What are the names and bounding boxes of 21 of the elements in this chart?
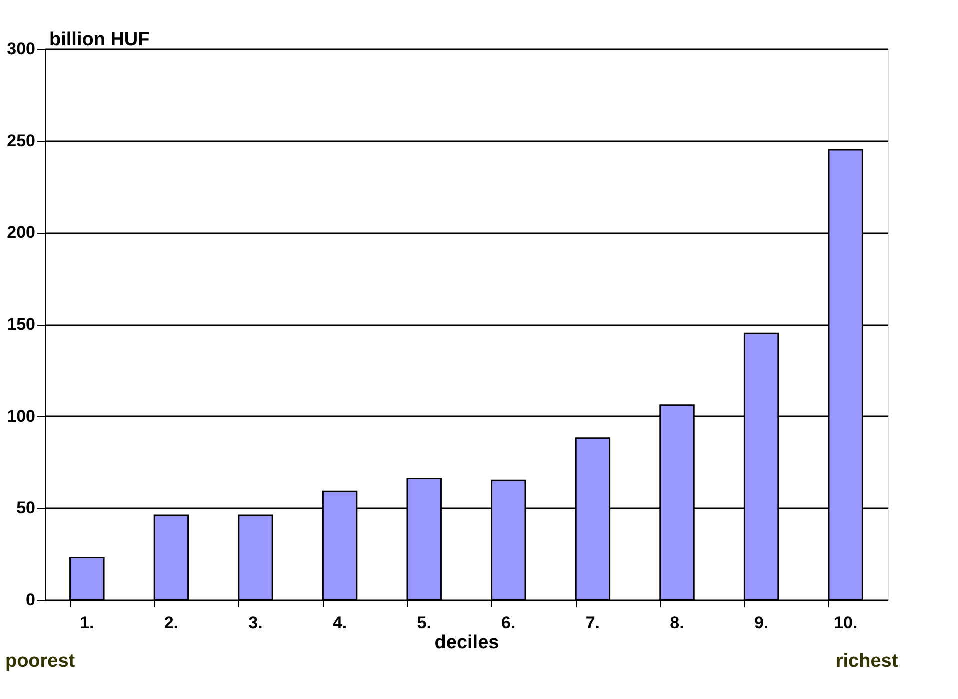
y-tick-label: 0 bbox=[26, 590, 36, 610]
y-tick-label: 100 bbox=[7, 406, 36, 426]
x-tick-label: 8. bbox=[670, 614, 684, 632]
x-tick-label: 3. bbox=[248, 614, 263, 632]
y-tick-label: 150 bbox=[7, 315, 36, 334]
x-tick-label: 9. bbox=[754, 614, 769, 632]
x-tick-label: 2. bbox=[164, 614, 179, 632]
x-tick-label: 5. bbox=[417, 614, 432, 632]
x-tick-label: 1. bbox=[80, 614, 94, 632]
text: richest bbox=[836, 651, 899, 672]
x-tick-label: 4. bbox=[332, 614, 348, 632]
y-tick-label: 300 bbox=[7, 40, 36, 58]
y-tick-label: 200 bbox=[7, 223, 36, 242]
x-tick-label: 7. bbox=[586, 614, 600, 632]
y-tick-label: 250 bbox=[7, 131, 36, 150]
x-tick-label: 6. bbox=[502, 614, 516, 632]
y-tick-label: 50 bbox=[16, 498, 36, 518]
y-axis-title: billion HUF bbox=[50, 30, 150, 50]
text: poorest bbox=[5, 651, 76, 672]
x-axis-title: deciles bbox=[434, 632, 500, 654]
x-tick-label: 10. bbox=[834, 614, 858, 632]
